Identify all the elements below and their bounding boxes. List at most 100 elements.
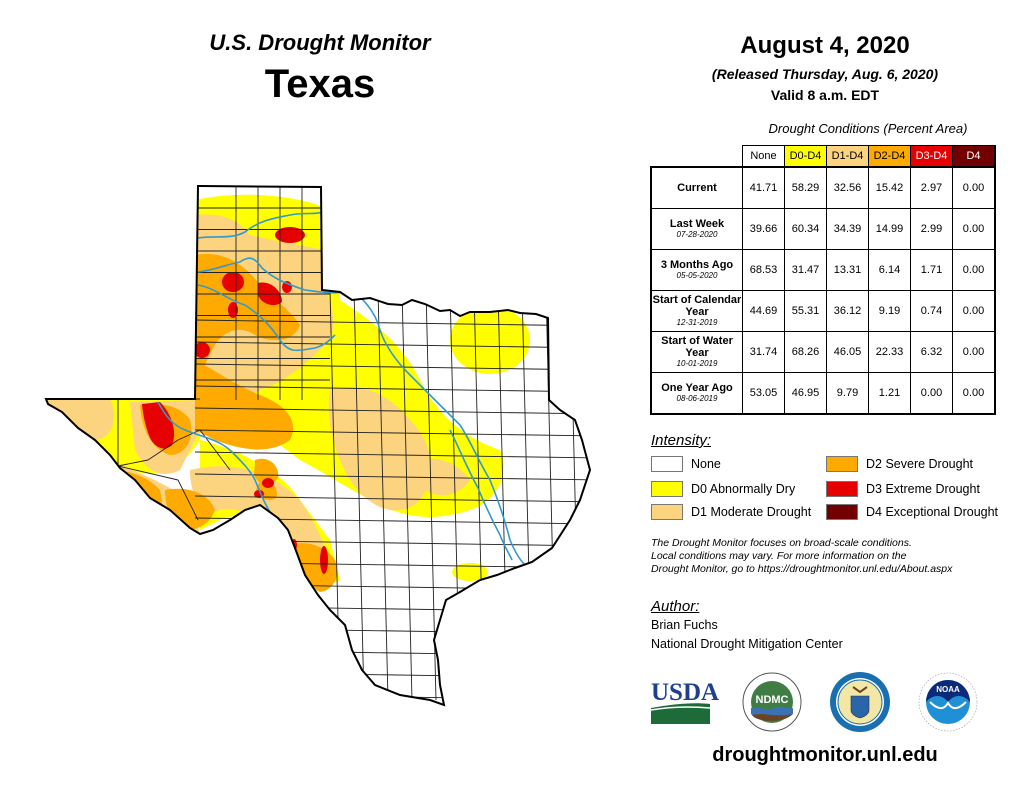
row-label-text: Start of Water Year (661, 335, 733, 359)
cell-none: 53.05 (742, 372, 785, 415)
county-line (594, 290, 604, 700)
cell-d4: 0.00 (952, 372, 996, 415)
cell-none: 68.53 (742, 249, 785, 291)
legend-swatch (651, 504, 683, 520)
cell-d3-d4: 6.32 (910, 331, 953, 373)
noaa-logo-text: NOAA (936, 685, 960, 694)
cell-d4: 0.00 (952, 290, 996, 332)
cell-d1-d4: 36.12 (826, 290, 869, 332)
legend-swatch (826, 504, 858, 520)
row-label-text: Start of Calendar Year (652, 294, 742, 318)
cell-none: 41.71 (742, 166, 785, 209)
row-label: Start of Calendar Year 12-31-2019 (650, 290, 743, 332)
cell-none: 44.69 (742, 290, 785, 332)
partner-logos: USDA NDMC NOAA (650, 672, 978, 732)
trinity-river (449, 429, 513, 561)
red-brazos-river (197, 257, 526, 566)
legend-item-d2: D2 Severe Drought (826, 455, 973, 473)
cell-d2-d4: 14.99 (868, 208, 911, 250)
usda-logo: USDA (650, 679, 719, 724)
table-header-blank (651, 145, 743, 168)
website-link[interactable]: droughtmonitor.unl.edu (712, 744, 938, 766)
county-line (117, 459, 149, 467)
legend-label: D4 Exceptional Drought (866, 505, 999, 519)
county-line (401, 289, 413, 701)
legend-item-d1: D1 Moderate Drought (651, 503, 811, 521)
cell-d1-d4: 46.05 (826, 331, 869, 373)
valid-time: Valid 8 a.m. EDT (770, 87, 880, 103)
legend-swatch (651, 481, 683, 497)
cell-d2-d4: 6.14 (868, 249, 911, 291)
legend-swatch (826, 481, 858, 497)
table-row: One Year Ago 08-06-2019 53.05 46.95 9.79 1.21… (650, 372, 996, 415)
county-line (194, 429, 590, 437)
map-title: U.S. Drought Monitor (209, 30, 431, 55)
cell-d0-d4: 31.47 (784, 249, 827, 291)
cell-d3-d4: 2.97 (910, 166, 953, 209)
canadian-river (197, 211, 323, 239)
row-label: 3 Months Ago 05-05-2020 (650, 249, 743, 291)
map-date: August 4, 2020 (740, 32, 910, 59)
county-line (194, 363, 590, 371)
county-line (377, 289, 389, 701)
noaa-logo: NOAA (918, 672, 978, 732)
cell-d3-d4: 1.71 (910, 249, 953, 291)
county-line (177, 429, 201, 441)
row-label-text: Last Week (669, 218, 725, 230)
row-date: 08-06-2019 (676, 394, 718, 403)
ndmc-logo: NDMC (742, 672, 802, 732)
cell-d2-d4: 22.33 (868, 331, 911, 373)
disclaimer-line: The Drought Monitor focuses on broad-sca… (651, 537, 912, 549)
legend-swatch (651, 456, 683, 472)
row-date: 07-28-2020 (676, 230, 718, 239)
cell-none: 39.66 (742, 208, 785, 250)
county-line (177, 479, 199, 521)
table-header-row: None D0-D4 D1-D4 D2-D4 D3-D4 D4 (651, 145, 996, 168)
state-title: Texas (264, 62, 376, 106)
row-date: 12-31-2019 (676, 318, 718, 327)
row-label-text: 3 Months Ago (660, 259, 734, 271)
cell-d2-d4: 9.19 (868, 290, 911, 332)
county-line (353, 289, 365, 701)
author-title: Author: (651, 598, 700, 615)
cell-d2-d4: 1.21 (868, 372, 911, 415)
cell-d3-d4: 2.99 (910, 208, 953, 250)
cell-d2-d4: 15.42 (868, 166, 911, 209)
table-row: Start of Water Year 10-01-2019 31.74 68.26 4… (650, 331, 996, 373)
brazos-fork-river (197, 284, 336, 352)
table-row: 3 Months Ago 05-05-2020 68.53 31.47 13.31 6.1… (650, 249, 996, 291)
county-line (117, 465, 179, 481)
drought-conditions-table: None D0-D4 D1-D4 D2-D4 D3-D4 D4 Current 4… (650, 145, 996, 415)
table-row: Last Week 07-28-2020 39.66 60.34 34.39 14.99 2… (650, 208, 996, 250)
legend-label: D2 Severe Drought (866, 457, 974, 471)
table-row: Start of Calendar Year 12-31-2019 44.69 55.… (650, 290, 996, 332)
row-label: Last Week 07-28-2020 (650, 208, 743, 250)
legend-label: None (691, 457, 721, 471)
legend-title: Intensity: (651, 432, 712, 449)
legend-item-d0: D0 Abnormally Dry (651, 480, 795, 498)
county-line (194, 341, 590, 349)
cell-none: 31.74 (742, 331, 785, 373)
cell-d1-d4: 9.79 (826, 372, 869, 415)
county-line (147, 439, 179, 461)
cell-d0-d4: 60.34 (784, 208, 827, 250)
cell-d4: 0.00 (952, 208, 996, 250)
table-row: Current 41.71 58.29 32.56 15.42 2.97 0.00 (650, 166, 996, 209)
cell-d4: 0.00 (952, 166, 996, 209)
county-line (425, 289, 437, 701)
cell-d1-d4: 32.56 (826, 166, 869, 209)
row-label: Current (650, 166, 743, 209)
county-line (194, 319, 590, 327)
row-date: 05-05-2020 (676, 271, 718, 280)
ndmc-logo-text: NDMC (756, 694, 789, 706)
cell-d3-d4: 0.00 (910, 372, 953, 415)
cell-d0-d4: 68.26 (784, 331, 827, 373)
usda-logo-text: USDA (651, 679, 719, 706)
disclaimer-line: Local conditions may vary. For more info… (651, 550, 907, 562)
column-header-d2-d4: D2-D4 (868, 145, 911, 168)
column-header-d0-d4: D0-D4 (784, 145, 827, 168)
legend-swatch (826, 456, 858, 472)
cell-d1-d4: 13.31 (826, 249, 869, 291)
legend-label: D1 Moderate Drought (691, 505, 812, 519)
cell-d0-d4: 58.29 (784, 166, 827, 209)
